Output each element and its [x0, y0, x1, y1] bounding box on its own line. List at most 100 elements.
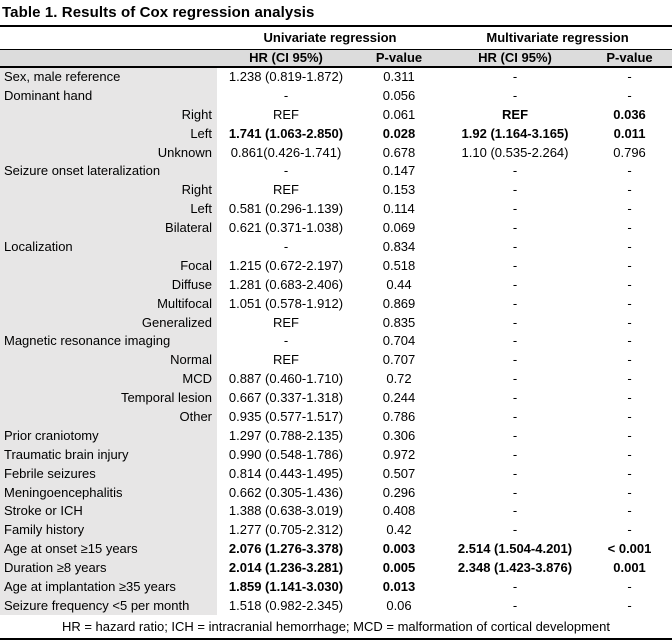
uni-pvalue-cell: 0.835 [382, 314, 416, 330]
multi-hr-cell: - [512, 220, 518, 236]
multi-hr-cell: - [512, 333, 518, 349]
row-label: MCD [0, 369, 217, 389]
uni-pvalue-cell: 0.296 [382, 484, 416, 500]
table-row: Stroke or ICH 1.388 (0.638-3.019) 0.408 - - [0, 501, 672, 521]
uni-pvalue-cell: 0.518 [382, 257, 416, 273]
row-label: Generalized [0, 312, 217, 332]
multi-pvalue-cell: - [627, 408, 632, 424]
row-label: Age at onset ≥15 years [0, 539, 217, 559]
uni-hr-cell: 0.621 (0.371-1.038) [228, 220, 344, 236]
multi-hr-cell: - [512, 578, 518, 594]
multi-hr-cell: 1.10 (0.535-2.264) [461, 144, 569, 160]
uni-pvalue-cell: 0.028 [382, 125, 416, 141]
uni-hr-cell: 2.014 (1.236-3.281) [228, 560, 344, 576]
table-title: Table 1. Results of Cox regression analy… [0, 0, 672, 27]
multi-hr-cell: - [512, 238, 518, 254]
multi-pvalue-cell: - [627, 69, 632, 85]
uni-hr-cell: 1.281 (0.683-2.406) [228, 276, 344, 292]
uni-hr-cell: - [283, 87, 289, 103]
table-row: Meningoencephalitis 0.662 (0.305-1.436) 0.… [0, 482, 672, 502]
uni-hr-cell: 1.518 (0.982-2.345) [228, 597, 344, 613]
multi-hr-cell: 1.92 (1.164-3.165) [461, 125, 569, 141]
row-label: Traumatic brain injury [0, 444, 217, 464]
row-label: Normal [0, 350, 217, 370]
uni-hr-cell: 1.388 (0.638-3.019) [228, 503, 344, 519]
uni-pvalue-cell: 0.005 [382, 560, 416, 576]
row-label: Unknown [0, 142, 217, 162]
uni-hr-cell: 1.297 (0.788-2.135) [228, 427, 344, 443]
row-label: Prior craniotomy [0, 425, 217, 445]
group-header-multivariate: Multivariate regression [443, 27, 672, 50]
group-header-univariate: Univariate regression [217, 27, 444, 50]
multi-hr-cell: - [512, 87, 518, 103]
multi-hr-cell: - [512, 69, 518, 85]
table-row: Age at onset ≥15 years 2.076 (1.276-3.378… [0, 539, 672, 559]
table-body: Sex, male reference 1.238 (0.819-1.872) 0.… [0, 67, 672, 615]
row-label: Sex, male reference [0, 67, 217, 86]
row-label: Other [0, 407, 217, 426]
uni-pvalue-cell: 0.153 [382, 182, 416, 198]
row-label: Dominant hand [0, 85, 217, 105]
row-label: Magnetic resonance imaging [0, 331, 217, 351]
uni-hr-cell: 0.887 (0.460-1.710) [228, 371, 344, 387]
multi-hr-cell: - [512, 163, 518, 179]
row-label: Family history [0, 520, 217, 540]
multi-pvalue-cell: - [627, 276, 632, 292]
table-row: Normal REF 0.707 - - [0, 350, 672, 370]
multi-hr-cell: - [512, 446, 518, 462]
row-label: Multifocal [0, 293, 217, 313]
uni-hr-cell: 1.215 (0.672-2.197) [228, 257, 344, 273]
table-row: Localization - 0.834 - - [0, 237, 672, 256]
uni-pvalue-cell: 0.069 [382, 220, 416, 236]
multi-hr-cell: - [512, 201, 518, 217]
uni-hr-cell: REF [273, 106, 299, 122]
row-label: Diffuse [0, 274, 217, 294]
uni-hr-cell: 0.814 (0.443-1.495) [228, 465, 344, 481]
row-label: Right [0, 104, 217, 124]
cox-regression-table: Univariate regression Multivariate regre… [0, 27, 672, 615]
row-label: Seizure frequency <5 per month [0, 595, 217, 615]
multi-pvalue-cell: - [627, 390, 632, 406]
multi-pvalue-cell: 0.011 [613, 125, 646, 141]
multi-hr-cell: - [512, 503, 518, 519]
row-label: Left [0, 199, 217, 219]
table-row: Right REF 0.153 - - [0, 180, 672, 200]
row-label: Meningoencephalitis [0, 482, 217, 502]
table-row: Left 1.741 (1.063-2.850) 0.028 1.92 (1.164-… [0, 123, 672, 143]
table-row: Seizure onset lateralization - 0.147 - - [0, 161, 672, 181]
table-row: Generalized REF 0.835 - - [0, 312, 672, 332]
uni-hr-cell: 1.277 (0.705-2.312) [228, 522, 344, 538]
uni-pvalue-cell: 0.056 [382, 87, 416, 103]
multi-pvalue-cell: - [627, 352, 632, 368]
multi-pvalue-cell: - [627, 465, 632, 481]
multi-pvalue-cell: - [627, 597, 632, 613]
multi-pvalue-cell: - [627, 522, 632, 538]
multi-hr-cell: - [512, 465, 518, 481]
multi-hr-cell: - [512, 352, 518, 368]
uni-pvalue-cell: 0.704 [382, 333, 416, 349]
uni-pvalue-cell: 0.678 [382, 144, 416, 160]
column-header-uni-pvalue: P-value [355, 49, 444, 68]
multi-hr-cell: 2.348 (1.423-3.876) [457, 560, 573, 576]
table-row: Focal 1.215 (0.672-2.197) 0.518 - - [0, 255, 672, 275]
multi-pvalue-cell: - [627, 484, 632, 500]
multi-hr-cell: - [512, 427, 518, 443]
multi-pvalue-cell: - [627, 333, 632, 349]
uni-hr-cell: 1.859 (1.141-3.030) [228, 578, 344, 594]
multi-hr-cell: - [512, 408, 518, 424]
uni-pvalue-cell: 0.786 [382, 408, 416, 424]
row-label: Seizure onset lateralization [0, 161, 217, 181]
multi-pvalue-cell: - [627, 371, 632, 387]
uni-hr-cell: REF [273, 314, 299, 330]
row-label: Stroke or ICH [0, 501, 217, 521]
uni-pvalue-cell: 0.42 [386, 522, 412, 538]
table-row: Left 0.581 (0.296-1.139) 0.114 - - [0, 199, 672, 219]
row-label: Right [0, 180, 217, 200]
uni-hr-cell: - [283, 238, 289, 254]
uni-hr-cell: - [283, 333, 289, 349]
multi-hr-cell: REF [502, 106, 529, 122]
row-label: Duration ≥8 years [0, 558, 217, 578]
row-label: Left [0, 123, 217, 143]
uni-hr-cell: 1.238 (0.819-1.872) [228, 69, 344, 85]
